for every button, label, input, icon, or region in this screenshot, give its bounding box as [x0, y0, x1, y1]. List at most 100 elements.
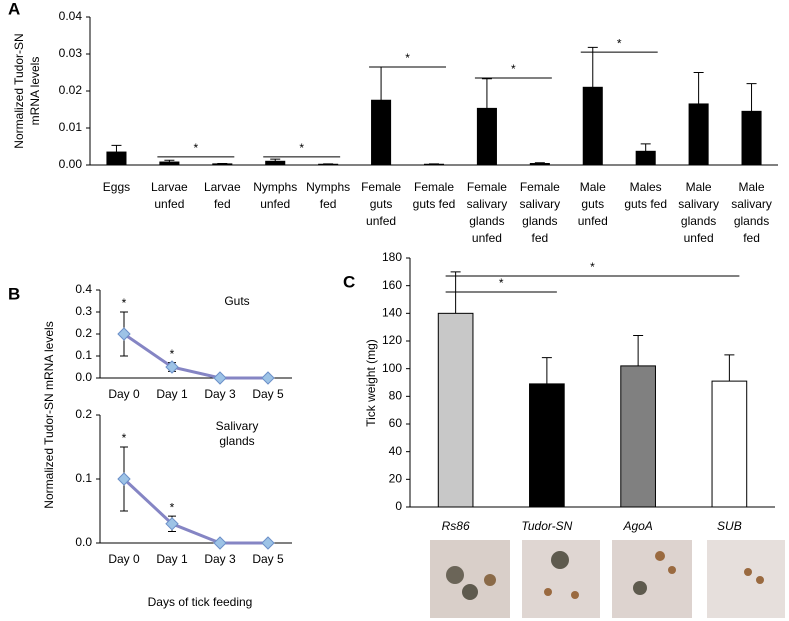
tick-photo — [756, 576, 764, 584]
marker — [213, 371, 227, 385]
bar — [437, 312, 474, 508]
error-bar — [724, 354, 735, 382]
y-tick-label: 160 — [382, 278, 402, 292]
x-tick-label: Male salivary glands unfed — [678, 180, 719, 245]
error-bar — [587, 46, 598, 88]
bar — [620, 365, 656, 508]
tick-photo — [484, 574, 496, 586]
x-tick-label: Rs86 — [442, 519, 470, 533]
tick-photo — [707, 540, 785, 618]
y-tick-label: 60 — [389, 416, 403, 430]
y-tick-label: 80 — [389, 389, 403, 403]
marker — [261, 371, 275, 385]
y-tick-label: 0.03 — [59, 46, 83, 60]
x-tick-label: Male guts unfed — [578, 180, 608, 228]
tick-photo — [446, 566, 464, 584]
y-tick-label: 20 — [389, 472, 403, 486]
x-tick-label: Female salivary glands unfed — [467, 180, 508, 245]
x-tick-label: Female guts fed — [413, 180, 456, 211]
bar — [529, 163, 550, 166]
bar — [265, 160, 286, 166]
error-bar — [541, 357, 552, 384]
y-tick-label: 0.3 — [75, 304, 92, 318]
significance-star: * — [590, 260, 595, 274]
x-axis-label: Days of tick feeding — [148, 595, 253, 609]
error-bar — [746, 83, 757, 112]
x-tick-label: Day 0 — [108, 552, 140, 566]
significance-star: * — [511, 62, 516, 76]
y-tick-label: 0.4 — [75, 282, 92, 296]
bar — [688, 103, 709, 166]
marker — [117, 327, 131, 341]
y-tick-label: 0.00 — [59, 157, 83, 171]
panel-letter: B — [8, 284, 20, 303]
x-tick-label: Day 5 — [252, 387, 284, 401]
y-tick-label: 0.1 — [75, 348, 92, 362]
y-tick-label: 40 — [389, 444, 403, 458]
x-tick-label: Female guts unfed — [361, 180, 401, 228]
x-tick-label: Nymphs fed — [306, 180, 350, 211]
bar — [711, 380, 748, 508]
x-tick-label: Day 0 — [108, 387, 140, 401]
x-tick-label: Female salivary glands fed — [520, 180, 561, 245]
y-tick-label: 0.1 — [75, 471, 92, 485]
x-tick-label: AgoA — [622, 519, 652, 533]
tick-photo — [612, 540, 692, 618]
y-tick-label: 120 — [382, 333, 402, 347]
y-tick-label: 0.0 — [75, 370, 92, 384]
x-tick-label: Day 3 — [204, 552, 236, 566]
error-bar — [534, 162, 545, 164]
y-tick-label: 0.02 — [59, 83, 83, 97]
error-bar — [450, 271, 461, 314]
y-axis-label: Normalized Tudor-SN mRNA levels — [42, 321, 56, 508]
y-axis-label-group: Normalized Tudor-SN mRNA levels — [12, 33, 42, 148]
significance-star: * — [170, 500, 175, 514]
error-bar — [376, 66, 387, 101]
marker — [117, 472, 131, 486]
bar — [476, 107, 497, 166]
tick-photo — [544, 588, 552, 596]
tick-photo — [571, 591, 579, 599]
x-tick-label: Males guts fed — [624, 180, 667, 211]
y-tick-label: 0.0 — [75, 535, 92, 549]
error-bar — [164, 159, 175, 163]
error-bar — [481, 78, 492, 109]
y-axis-label-group: Normalized Tudor-SN mRNA levels — [42, 321, 56, 508]
bar — [212, 163, 233, 166]
tick-photo — [744, 568, 752, 576]
y-axis-label: Tick weight (mg) — [364, 339, 378, 427]
series-label: Guts — [224, 294, 249, 308]
tick-photo — [551, 551, 569, 569]
tick-photos — [430, 540, 785, 618]
x-tick-label: Larvae fed — [204, 180, 241, 211]
series-line — [123, 332, 268, 380]
tick-photo — [668, 566, 676, 574]
error-bar — [270, 158, 281, 162]
significance-star: * — [194, 141, 199, 155]
bar — [159, 161, 180, 166]
y-tick-label: 140 — [382, 306, 402, 320]
y-tick-label: 0.01 — [59, 120, 83, 134]
x-tick-label: SUB — [717, 519, 742, 533]
series-label: Salivary glands — [216, 419, 259, 448]
x-tick-label: Day 5 — [252, 552, 284, 566]
x-tick-label: Eggs — [103, 180, 130, 194]
y-axis-label-group: Tick weight (mg) — [364, 339, 378, 427]
x-tick-label: Nymphs unfed — [253, 180, 297, 211]
error-bar — [640, 143, 651, 152]
marker — [165, 517, 179, 531]
x-tick-label: Tudor-SN — [521, 519, 572, 533]
significance-star: * — [405, 51, 410, 65]
tick-photo — [430, 540, 510, 618]
panel-letter: A — [8, 0, 20, 18]
marker — [213, 536, 227, 550]
bar — [529, 383, 565, 508]
tick-photo — [462, 584, 478, 600]
x-tick-label: Larvae unfed — [151, 180, 188, 211]
y-tick-label: 0.2 — [75, 407, 92, 421]
y-tick-label: 100 — [382, 361, 402, 375]
marker — [261, 536, 275, 550]
tick-photo — [633, 581, 647, 595]
bar — [635, 150, 656, 166]
